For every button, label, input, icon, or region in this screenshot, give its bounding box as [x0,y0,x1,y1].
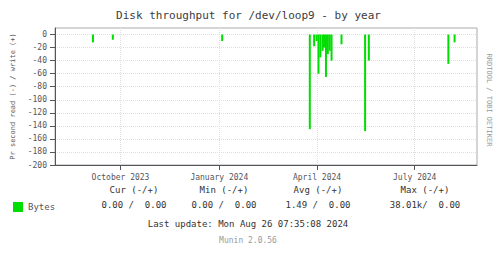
svg-text:January 2024: January 2024 [190,173,248,182]
svg-text:Bytes: Bytes [28,202,55,212]
svg-text:Munin 2.0.56: Munin 2.0.56 [219,236,277,245]
svg-text:-40: -40 [33,56,48,65]
svg-text:April 2024: April 2024 [293,173,341,182]
svg-text:-180: -180 [28,147,47,156]
svg-text:Avg (-/+): Avg (-/+) [294,185,343,195]
svg-text:-20: -20 [33,43,48,52]
svg-text:Cur (-/+): Cur (-/+) [110,185,159,195]
svg-text:-60: -60 [33,69,48,78]
svg-text:RRDTOOL / TOBI OETIKER: RRDTOOL / TOBI OETIKER [485,54,493,148]
svg-text:0.00 / 0.00: 0.00 / 0.00 [101,200,166,210]
svg-text:Disk throughput for /dev/loop9: Disk throughput for /dev/loop9 - by year [116,9,381,22]
svg-text:-100: -100 [28,95,47,104]
svg-text:-80: -80 [33,82,48,91]
svg-text:38.01k/ 0.00: 38.01k/ 0.00 [390,200,460,210]
svg-text:Pr second read (-) / write (+): Pr second read (-) / write (+) [9,33,17,159]
svg-text:0: 0 [42,30,47,39]
svg-text:Last update: Mon Aug 26 07:35:: Last update: Mon Aug 26 07:35:08 2024 [148,219,348,229]
svg-text:1.49 / 0.00: 1.49 / 0.00 [285,200,350,210]
svg-text:-140: -140 [28,121,47,130]
svg-text:Min (-/+): Min (-/+) [200,185,249,195]
svg-text:Max (-/+): Max (-/+) [401,185,450,195]
svg-text:-160: -160 [28,134,47,143]
svg-text:-120: -120 [28,108,47,117]
svg-text:October 2023: October 2023 [92,173,150,182]
svg-text:July 2024: July 2024 [393,173,437,182]
svg-text:0.00 / 0.00: 0.00 / 0.00 [191,200,256,210]
svg-text:-200: -200 [28,161,47,170]
